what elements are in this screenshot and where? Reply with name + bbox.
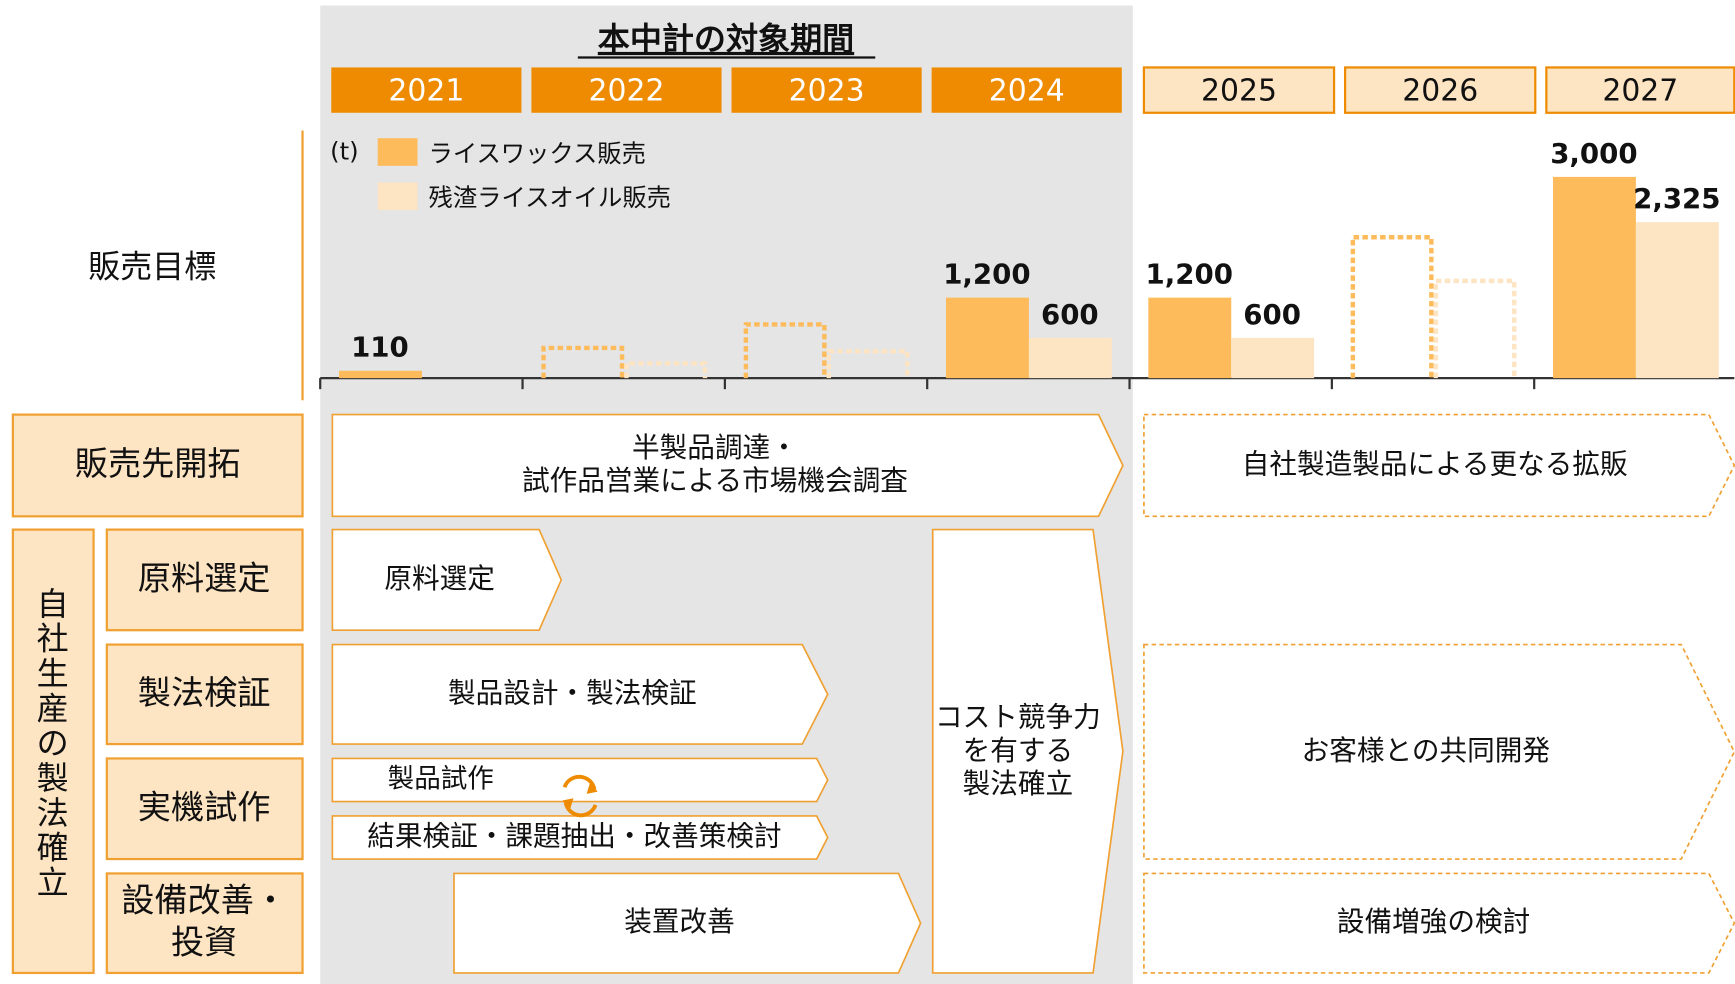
year-header	[1344, 66, 1537, 114]
bar	[945, 297, 1029, 379]
arrow	[331, 815, 829, 860]
arrow-label: 結果検証・課題抽出・改善策検討	[367, 820, 781, 853]
group-label-char: 製	[37, 759, 69, 797]
row-label: 販売先開拓	[75, 444, 241, 483]
row-box	[105, 528, 304, 632]
legend-label: 残渣ライスオイル販売	[429, 183, 671, 212]
legend-swatch	[377, 182, 418, 211]
year-header	[731, 67, 922, 113]
arrow-label: 半製品調達・	[632, 431, 798, 464]
value-label: 600	[1041, 298, 1099, 331]
bar	[1028, 337, 1112, 379]
year-header	[1142, 66, 1336, 114]
arrow-label: 原料選定	[384, 562, 495, 595]
arrow-label: 製品試作	[388, 764, 494, 795]
value-label: 1,200	[943, 258, 1030, 291]
year-label: 2023	[789, 73, 865, 108]
row-label: 設備改善・	[121, 881, 287, 920]
year-header	[1545, 66, 1735, 114]
arrow-label: コスト競争力	[935, 701, 1101, 734]
group-label-char: 産	[37, 689, 69, 727]
group-label-char: 社	[37, 620, 69, 658]
value-label: 2,325	[1633, 182, 1720, 215]
planned-bar	[1350, 235, 1434, 379]
cycle-arrowhead	[562, 782, 598, 810]
arrow	[331, 643, 829, 745]
arrow	[331, 528, 563, 632]
planned-bar	[743, 322, 827, 379]
year-header	[931, 67, 1122, 113]
year-label: 2021	[388, 73, 464, 108]
row-label: 投資	[171, 923, 237, 962]
cycle-icon	[562, 774, 598, 818]
title: 本中計の対象期間	[598, 20, 854, 58]
arrow-label: 製品設計・製法検証	[448, 676, 697, 709]
group-label-char: 確	[37, 829, 69, 867]
arrow	[1143, 872, 1735, 974]
group-label-char: の	[37, 724, 69, 762]
group-label-char: 法	[37, 794, 69, 832]
arrow-label: 自社製造製品による更なる拡販	[1242, 447, 1628, 480]
bar	[1148, 297, 1232, 379]
bar	[1552, 176, 1636, 379]
group-label-char: 生	[37, 655, 69, 693]
year-label: 2025	[1201, 73, 1277, 108]
bar	[1231, 337, 1315, 379]
value-label: 110	[351, 331, 409, 364]
year-label: 2027	[1602, 73, 1678, 108]
unit: (t)	[330, 137, 359, 166]
bar	[1635, 222, 1719, 379]
planned-bar	[1433, 278, 1517, 379]
legend-swatch	[377, 138, 418, 166]
row-label: 販売目標	[88, 248, 216, 286]
group-label-char: 自	[37, 585, 69, 623]
arrow-label: 製法確立	[963, 767, 1074, 800]
value-label: 1,200	[1146, 258, 1233, 291]
year-label: 2026	[1402, 73, 1478, 108]
arrow	[1143, 413, 1735, 518]
arrow-label: 試作品営業による市場機会調査	[522, 464, 908, 497]
year-header	[331, 67, 522, 113]
row-box	[105, 643, 304, 746]
row-box	[105, 757, 304, 861]
year-label: 2022	[588, 73, 664, 108]
arrow	[331, 757, 829, 803]
value-label: 600	[1243, 298, 1301, 331]
year-header	[531, 67, 722, 113]
group-label-char: 立	[37, 863, 69, 901]
bar	[339, 370, 422, 379]
legend-label: ライスワックス販売	[429, 139, 646, 168]
planned-bar	[624, 361, 708, 379]
arrow	[931, 528, 1124, 974]
row-label: 製法検証	[138, 673, 271, 712]
arrow-label: 装置改善	[624, 905, 735, 938]
row-box	[105, 872, 304, 975]
planned-bar	[826, 349, 910, 379]
year-label: 2024	[989, 73, 1065, 108]
arrow-label: お客様との共同開発	[1302, 734, 1550, 767]
arrow-label: を有する	[963, 734, 1074, 767]
group-box	[11, 528, 95, 975]
arrow	[453, 872, 922, 974]
arrow	[1143, 643, 1735, 860]
row-box	[11, 413, 304, 518]
row-label: 実機試作	[138, 787, 271, 826]
value-label: 3,000	[1550, 137, 1637, 170]
arrow-label: 設備増強の検討	[1337, 905, 1530, 938]
row-label: 原料選定	[138, 558, 271, 597]
arrow	[331, 413, 1124, 518]
